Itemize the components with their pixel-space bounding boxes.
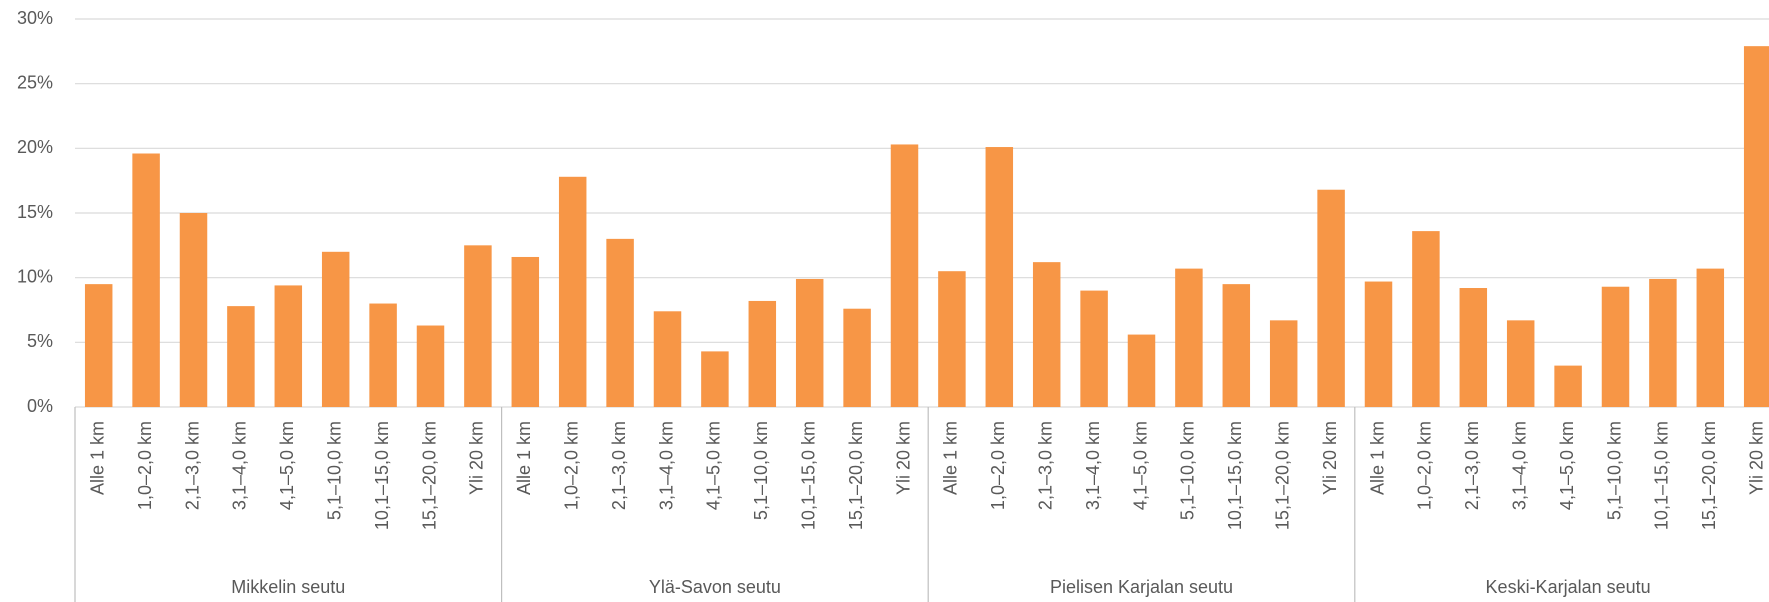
x-tick-label: 2,1–3,0 km [1462, 421, 1482, 510]
x-tick-label: 4,1–5,0 km [1130, 421, 1150, 510]
bar [84, 284, 113, 407]
x-tick-label: 10,1–15,0 km [1652, 421, 1672, 530]
bar [1696, 268, 1725, 407]
x-tick-label: 5,1–10,0 km [1604, 421, 1624, 520]
bar [653, 311, 682, 407]
bar [1649, 278, 1677, 407]
x-tick-label: 4,1–5,0 km [1557, 421, 1577, 510]
x-tick-label: Alle 1 km [1367, 421, 1387, 495]
y-tick-label: 20% [17, 137, 53, 157]
bar [416, 325, 445, 407]
x-tick-label: 1,0–2,0 km [1415, 421, 1435, 510]
bar [701, 351, 729, 407]
bar [227, 306, 255, 407]
bar [1554, 365, 1582, 407]
bar [795, 278, 824, 407]
x-tick-label: 15,1–20,0 km [1272, 421, 1292, 530]
x-tick-label: 15,1–20,0 km [846, 421, 866, 530]
bar [558, 176, 587, 407]
x-tick-label: 5,1–10,0 km [1178, 421, 1198, 520]
x-tick-label: 3,1–4,0 km [656, 421, 676, 510]
group-label: Pielisen Karjalan seutu [1050, 577, 1233, 597]
bar [1601, 286, 1630, 407]
bar [1506, 320, 1535, 407]
x-tick-label: 3,1–4,0 km [1083, 421, 1103, 510]
bar [1175, 268, 1203, 407]
x-tick-label: Alle 1 km [941, 421, 961, 495]
x-tick-label: 5,1–10,0 km [324, 421, 344, 520]
x-tick-label: Yli 20 km [1320, 421, 1340, 495]
bar [1080, 290, 1108, 407]
y-tick-label: 0% [27, 396, 53, 416]
bar [890, 144, 919, 407]
x-tick-label: 15,1–20,0 km [1699, 421, 1719, 530]
bar [274, 285, 303, 407]
group-label: Ylä-Savon seutu [649, 577, 781, 597]
bar [321, 251, 350, 407]
y-tick-label: 30% [17, 8, 53, 28]
y-tick-label: 15% [17, 202, 53, 222]
y-tick-label: 5% [27, 331, 53, 351]
x-tick-label: Yli 20 km [1746, 421, 1766, 495]
bar [1317, 189, 1345, 407]
x-tick-label: 1,0–2,0 km [135, 421, 155, 510]
bar [1032, 262, 1061, 407]
y-tick-label: 10% [17, 266, 53, 286]
y-tick-label: 25% [17, 72, 53, 92]
x-tick-label: 15,1–20,0 km [419, 421, 439, 530]
bar [1222, 284, 1251, 407]
x-tick-label: Alle 1 km [514, 421, 534, 495]
x-tick-label: 3,1–4,0 km [230, 421, 250, 510]
group-label: Mikkelin seutu [231, 577, 345, 597]
bar [1412, 231, 1440, 407]
x-tick-label: 1,0–2,0 km [561, 421, 581, 510]
bar [748, 300, 777, 407]
bar [511, 256, 540, 407]
x-tick-label: 1,0–2,0 km [988, 421, 1008, 510]
bar [843, 308, 871, 407]
x-tick-label: 3,1–4,0 km [1509, 421, 1529, 510]
bar [464, 245, 492, 407]
x-tick-label: 4,1–5,0 km [277, 421, 297, 510]
x-tick-label: Yli 20 km [893, 421, 913, 495]
bar [985, 147, 1014, 408]
x-tick-label: Yli 20 km [467, 421, 487, 495]
bar [132, 153, 160, 407]
x-tick-label: 5,1–10,0 km [751, 421, 771, 520]
x-tick-label: 4,1–5,0 km [704, 421, 724, 510]
bar [606, 238, 634, 407]
bar [1459, 288, 1488, 407]
bar [1743, 46, 1769, 407]
x-tick-label: 10,1–15,0 km [372, 421, 392, 530]
bar [1364, 281, 1393, 407]
x-tick-label: 2,1–3,0 km [609, 421, 629, 510]
bar [179, 213, 208, 407]
bar [369, 303, 397, 407]
x-tick-label: Alle 1 km [87, 421, 107, 495]
group-label: Keski-Karjalan seutu [1486, 577, 1651, 597]
x-tick-label: 2,1–3,0 km [182, 421, 202, 510]
x-tick-label: 10,1–15,0 km [798, 421, 818, 530]
bar [1269, 320, 1298, 407]
x-tick-label: 2,1–3,0 km [1035, 421, 1055, 510]
x-tick-label: 10,1–15,0 km [1225, 421, 1245, 530]
bar [938, 271, 966, 407]
bar [1127, 334, 1156, 407]
